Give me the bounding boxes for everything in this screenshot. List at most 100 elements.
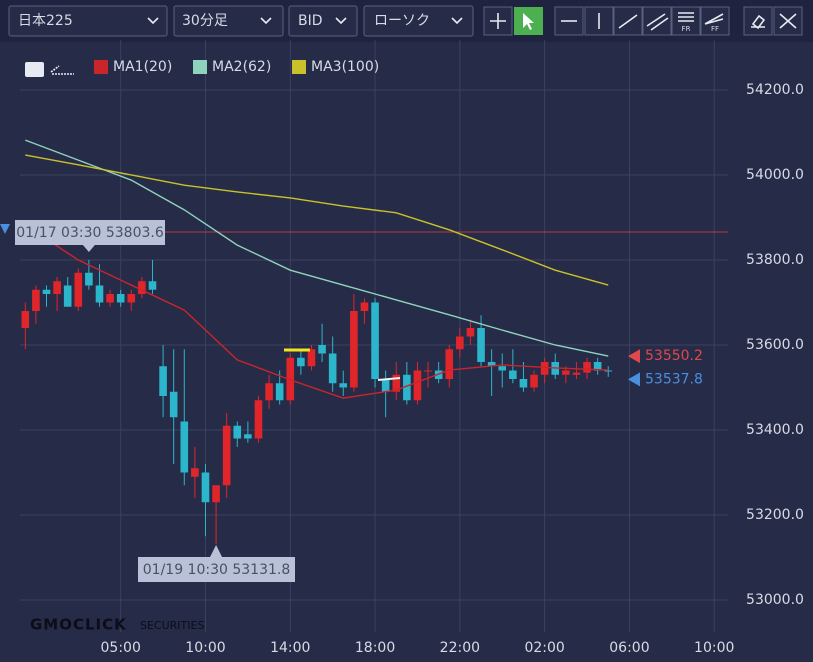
select-text[interactable]: 30分足: [182, 13, 228, 29]
candle-body: [328, 353, 337, 384]
candle-body: [360, 302, 369, 311]
select[interactable]: 日本225: [8, 5, 168, 37]
moving-average: [25, 139, 609, 357]
candle-body: [286, 357, 295, 401]
select-text[interactable]: BID: [298, 13, 323, 29]
candle-body: [85, 272, 93, 286]
candle-body: [116, 293, 125, 303]
candle-body: [201, 472, 210, 503]
select-text[interactable]: ローソク: [374, 13, 430, 29]
icon: [490, 13, 506, 29]
select-box[interactable]: [363, 5, 474, 37]
candle-body: [138, 281, 146, 294]
select[interactable]: 30分足: [173, 5, 284, 37]
select-box[interactable]: [288, 5, 358, 37]
candle-body: [212, 485, 220, 503]
candle-body: [191, 468, 199, 477]
y-tick-label: 53000.0: [746, 592, 804, 608]
icon: [704, 13, 724, 25]
candle-body: [413, 370, 422, 401]
y-tick-label: 53400.0: [746, 422, 804, 438]
chevron: [260, 17, 272, 25]
button-label: FR: [682, 25, 691, 33]
candle-body: [32, 289, 40, 311]
candle-body: [307, 349, 316, 367]
chevron: [147, 17, 159, 25]
icon: [779, 13, 797, 29]
candle-body: [74, 272, 83, 307]
candle-body: [180, 421, 189, 473]
candle-body: [498, 366, 507, 371]
select-box[interactable]: [8, 5, 168, 37]
candle-body: [604, 370, 613, 372]
x-tick-label: 22:00: [440, 640, 480, 656]
icon: [678, 12, 694, 22]
legend-swatch: [94, 60, 108, 74]
candle-body: [159, 366, 167, 396]
legend: MA1(20) MA2(62) MA3(100): [94, 59, 379, 75]
annotation-box: [15, 220, 165, 245]
channel-button[interactable]: [642, 6, 672, 36]
legend-swatch: [292, 60, 306, 74]
candle-body: [403, 374, 411, 401]
select[interactable]: ローソク: [363, 5, 474, 37]
legend-swatch: [193, 60, 207, 74]
icon: [618, 14, 638, 29]
icon: [523, 13, 534, 30]
candle-body: [540, 361, 549, 375]
candle-body: [466, 327, 475, 337]
x-tick-label: 14:00: [270, 640, 310, 656]
high-arrow: [0, 223, 10, 234]
candle-body: [424, 370, 432, 372]
comment-icon[interactable]: [25, 62, 44, 77]
button-label: FF: [711, 25, 719, 33]
candle-body: [169, 391, 178, 418]
select[interactable]: BID: [288, 5, 358, 37]
candle-body: [530, 374, 538, 388]
eraser-button[interactable]: [743, 6, 773, 36]
candle-body: [265, 383, 273, 401]
moving-average: [24, 224, 609, 399]
candle-body: [21, 310, 30, 328]
y-tick-label: 54000.0: [746, 167, 804, 183]
x-tick-label: 10:00: [185, 640, 225, 656]
icon: [751, 14, 766, 30]
candle-body: [148, 281, 157, 290]
price-label: 53537.8: [645, 371, 703, 387]
candle-body: [572, 372, 581, 375]
y-tick-label: 54200.0: [746, 82, 804, 98]
candle-body: [562, 370, 570, 375]
draw-icon[interactable]: [50, 65, 74, 75]
candle-body: [244, 434, 252, 439]
x-tick-label: 05:00: [101, 640, 141, 656]
fan-button[interactable]: [700, 6, 730, 36]
annotation-text: 01/17 03:30 53803.6: [16, 225, 164, 241]
candle-body: [222, 425, 231, 486]
logo: GMOCLICK: [30, 616, 127, 634]
moving-average: [25, 154, 609, 286]
candle-body: [583, 361, 591, 373]
logo-sub: SECURITIES: [140, 619, 204, 632]
candle-body: [63, 285, 72, 307]
candle-body: [487, 361, 496, 367]
select-box[interactable]: [173, 5, 284, 37]
y-tick-label: 53800.0: [746, 252, 804, 268]
chevron: [335, 17, 347, 25]
select-text[interactable]: 日本225: [18, 13, 73, 29]
candle-body: [275, 383, 284, 401]
y-tick-label: 53200.0: [746, 507, 804, 523]
candle-body: [95, 285, 104, 303]
x-tick-label: 06:00: [609, 640, 649, 656]
candle-body: [350, 310, 358, 388]
candle-body: [519, 378, 528, 388]
candle-body: [297, 357, 305, 367]
candle-body: [127, 293, 136, 303]
annotation-box: [138, 557, 295, 582]
annotation: 01/17 03:30 53803.6: [15, 220, 165, 252]
candle-body: [318, 344, 326, 354]
annotation-pointer: [210, 545, 223, 557]
icon: [646, 13, 669, 31]
legend-label: MA2(62): [212, 59, 271, 75]
